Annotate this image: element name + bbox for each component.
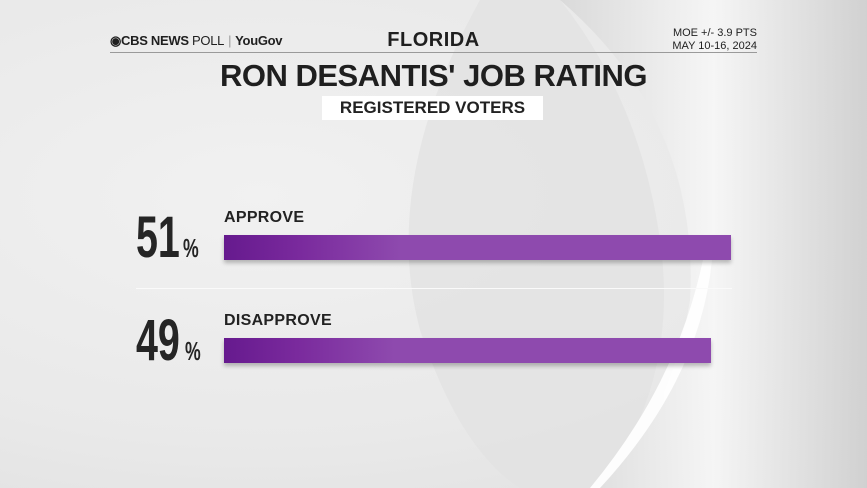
bar-disapprove [224,338,712,363]
value-number: 49 [136,308,180,373]
logo-poll: POLL [192,33,225,48]
category-label-disapprove: DISAPPROVE [224,312,332,329]
cbs-eye-icon: ◉ [110,33,122,48]
row-divider [136,288,732,289]
logo-partner: YouGov [235,33,283,48]
logo-separator: | [228,33,232,48]
header-divider [110,52,757,53]
chart-subtitle: REGISTERED VOTERS [322,96,543,120]
value-label-disapprove: 49% [136,307,208,374]
cbs-yougov-logo: ◉CBS NEWS POLL | YouGov [110,33,283,49]
state-label: FLORIDA [387,29,480,51]
chart-title: RON DESANTIS' JOB RATING [219,58,648,93]
value-label-approve: 51% [136,204,206,271]
bar-approve [224,235,731,260]
percent-sign: % [184,336,201,366]
percent-sign: % [182,233,199,263]
logo-brand: CBS NEWS [121,33,189,48]
margin-of-error: MOE +/- 3.9 PTS [672,27,757,39]
value-number: 51 [136,205,180,270]
poll-dates: MAY 10-16, 2024 [672,40,757,52]
poll-info: MOE +/- 3.9 PTS MAY 10-16, 2024 [672,27,757,53]
category-label-approve: APPROVE [224,209,305,226]
